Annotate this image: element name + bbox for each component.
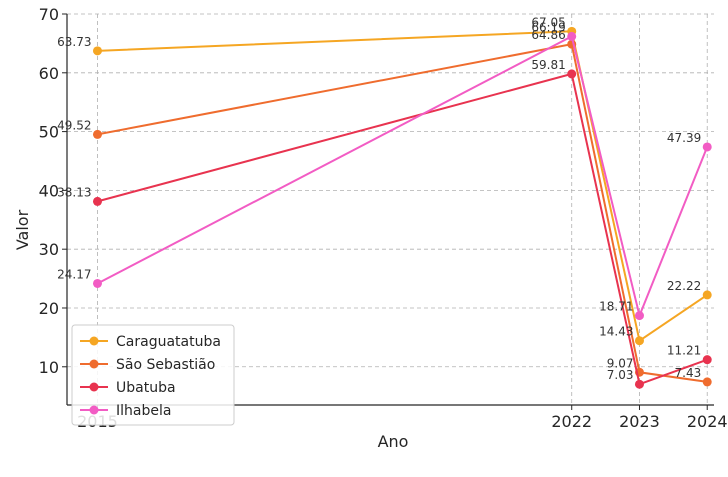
- legend-label: São Sebastião: [116, 357, 215, 373]
- data-label: 49.52: [57, 118, 91, 132]
- data-label: 24.17: [57, 267, 91, 281]
- data-point: [702, 142, 712, 152]
- data-label: 14.43: [599, 325, 633, 339]
- data-point: [634, 311, 644, 321]
- legend: Caraguatatuba São Sebastião Ubatuba Ilhabel…: [71, 324, 235, 426]
- data-point: [567, 69, 577, 79]
- legend-label: Caraguatatuba: [116, 334, 221, 350]
- legend-label: Ilhabela: [116, 403, 171, 419]
- data-point: [567, 31, 577, 41]
- data-label: 59.81: [531, 58, 565, 72]
- legend-marker: [89, 405, 99, 415]
- legend-marker: [89, 382, 99, 392]
- y-axis-label: Valor: [13, 209, 32, 250]
- data-label: 47.39: [667, 131, 701, 145]
- data-label: 67.05: [531, 15, 565, 29]
- x-tick-label: 2022: [551, 412, 592, 431]
- data-point: [702, 355, 712, 365]
- data-label: 66.19: [531, 20, 565, 34]
- y-tick-label: 20: [39, 299, 59, 318]
- data-label: 7.43: [675, 366, 702, 380]
- y-tick-label: 50: [39, 123, 59, 142]
- legend-label: Ubatuba: [116, 380, 176, 396]
- y-tick-label: 70: [39, 5, 59, 24]
- data-point: [702, 377, 712, 387]
- x-tick-label: 2024: [687, 412, 728, 431]
- data-label: 64.86: [531, 28, 565, 42]
- data-point: [702, 290, 712, 300]
- legend-marker: [89, 359, 99, 369]
- y-tick-label: 60: [39, 64, 59, 83]
- x-tick-label: 2023: [619, 412, 660, 431]
- data-point: [634, 336, 644, 346]
- x-axis-label: Ano: [378, 432, 409, 451]
- data-point: [634, 379, 644, 389]
- data-point: [92, 196, 102, 206]
- series-line: [97, 72, 708, 386]
- y-tick-label: 40: [39, 181, 59, 200]
- data-label: 7.03: [607, 368, 634, 382]
- legend-marker: [89, 336, 99, 346]
- y-tick-label: 10: [39, 358, 59, 377]
- data-point: [92, 278, 102, 288]
- data-label: 63.73: [57, 35, 91, 49]
- data-label: 18.71: [599, 300, 633, 314]
- series-line: [97, 30, 708, 343]
- series-line: [97, 34, 709, 319]
- data-point: [92, 129, 102, 139]
- y-tick-label: 30: [39, 240, 59, 259]
- data-label: 38.13: [57, 185, 91, 199]
- legend-box: [71, 324, 235, 426]
- data-label: 22.22: [667, 279, 701, 293]
- series-line: [97, 43, 708, 383]
- data-labels: 63.73 67.05 14.43 22.22 49.52 64.86 9.07 7.43 38…: [57, 15, 701, 382]
- data-label: 9.07: [607, 356, 634, 370]
- data-point: [92, 46, 102, 56]
- data-label: 11.21: [667, 344, 701, 358]
- series-layer: [92, 26, 712, 389]
